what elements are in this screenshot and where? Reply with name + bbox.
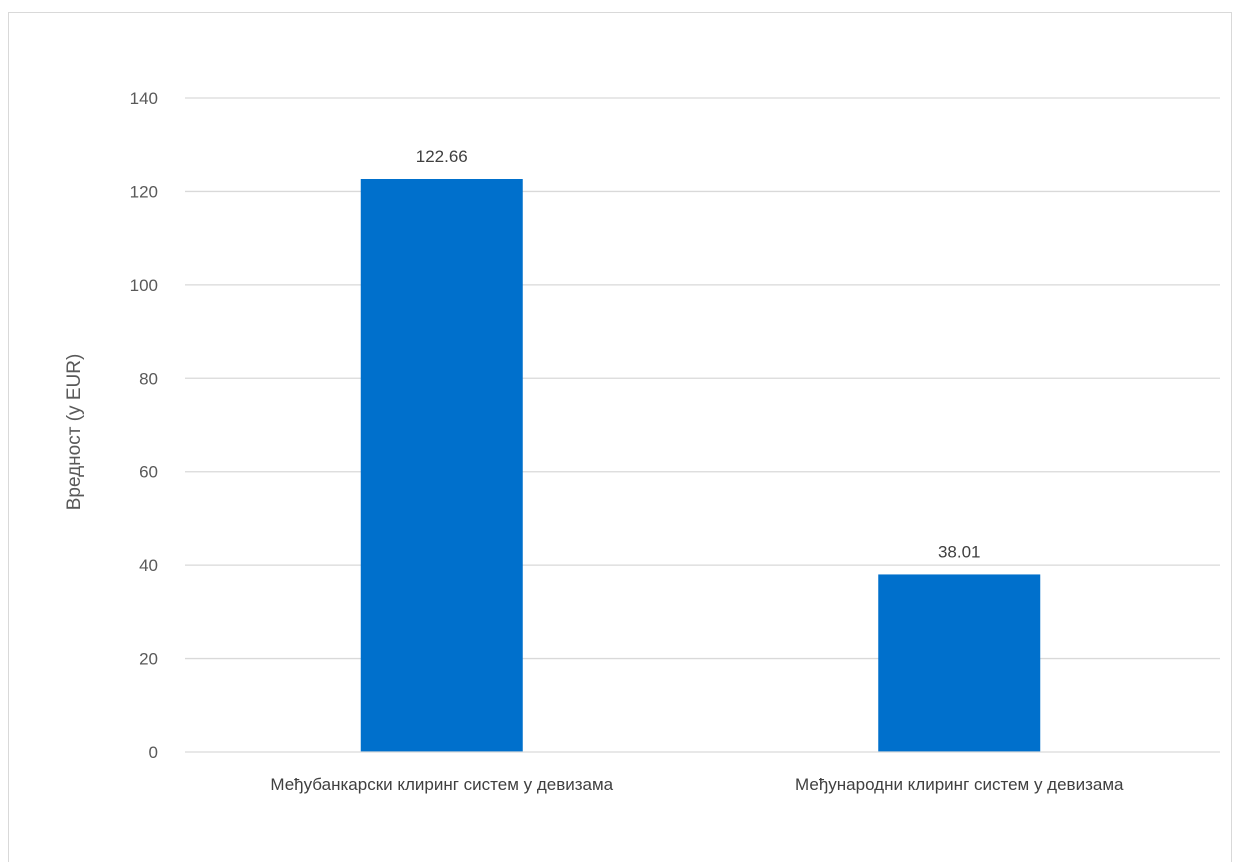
y-tick-label: 0 (149, 743, 158, 762)
data-label: 38.01 (938, 542, 981, 561)
x-tick-label: Међубанкарски клиринг систем у девизама (270, 775, 613, 794)
data-labels: 122.66 38.01 (416, 147, 981, 561)
x-tick-label: Међународни клиринг систем у девизама (795, 775, 1124, 794)
y-tick-label: 20 (139, 650, 158, 669)
y-tick-label: 100 (130, 276, 158, 295)
y-tick-label: 140 (130, 89, 158, 108)
bar (878, 574, 1041, 752)
gridlines (185, 97, 1220, 660)
x-tick-labels: Међубанкарски клиринг систем у девизама М… (270, 775, 1124, 794)
y-tick-label: 40 (139, 556, 158, 575)
bars (360, 179, 1041, 753)
y-tick-label: 60 (139, 463, 158, 482)
y-tick-label: 80 (139, 369, 158, 388)
y-axis-title: Вредност (у EUR) (64, 354, 85, 511)
bar (360, 179, 523, 753)
y-tick-label: 120 (130, 182, 158, 201)
data-label: 122.66 (416, 147, 468, 166)
y-tick-labels: 0 20 40 60 80 100 120 140 (130, 89, 158, 762)
